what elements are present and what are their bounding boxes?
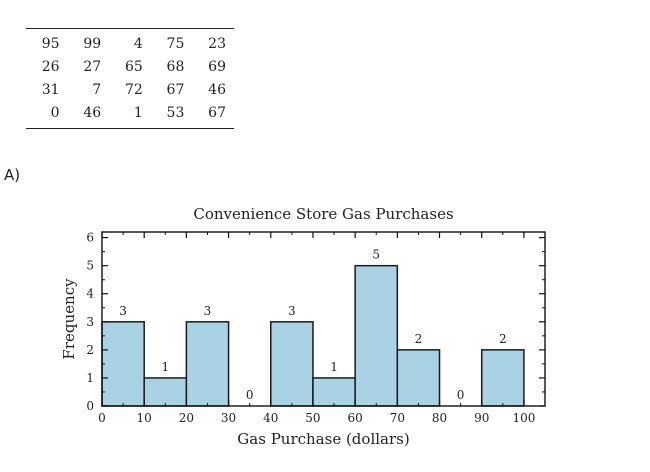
y-tick-label: 2 <box>86 343 94 357</box>
table-row: 26 27 65 68 69 <box>26 55 234 78</box>
bar-count-label: 3 <box>288 304 296 318</box>
histogram-bar <box>480 349 525 407</box>
bar-count-label: 1 <box>330 360 338 374</box>
table-cell: 46 <box>83 104 102 121</box>
x-tick-label: 100 <box>512 411 535 425</box>
x-tick-label: 70 <box>390 411 405 425</box>
table-cell: 26 <box>41 58 60 75</box>
histogram-bar <box>312 377 356 407</box>
histogram-bar <box>143 377 188 407</box>
table-cell: 67 <box>208 104 226 121</box>
bar-count-label: 5 <box>372 248 380 262</box>
bar-count-label: 0 <box>457 388 465 402</box>
bar-count-label: 2 <box>415 332 423 346</box>
bar-count-label: 0 <box>246 388 254 402</box>
y-tick-label: 4 <box>86 287 94 301</box>
table-body: 95 99 4 75 23 26 27 65 68 69 31 7 72 67 46 0 46 1 53 67 <box>26 32 234 124</box>
x-tick-label: 40 <box>263 411 278 425</box>
table-cell: 72 <box>124 81 143 98</box>
chart-title: Convenience Store Gas Purchases <box>193 205 453 223</box>
table-cell: 68 <box>166 58 185 75</box>
histogram-bar <box>354 264 399 407</box>
y-tick-label: 6 <box>86 231 94 245</box>
table-top-rule <box>26 28 234 29</box>
histogram-bar <box>101 321 145 407</box>
option-label: A) <box>4 166 21 184</box>
histogram-chart: Convenience Store Gas Purchases313031520… <box>60 205 546 448</box>
bar-count-label: 3 <box>119 304 127 318</box>
table-cell: 31 <box>41 81 60 98</box>
bar-count-label: 1 <box>161 360 169 374</box>
table-cell: 67 <box>166 81 185 98</box>
x-tick-label: 50 <box>305 411 320 425</box>
plot-frame <box>101 231 546 407</box>
histogram-bar <box>396 349 441 407</box>
data-table: 95 99 4 75 23 26 27 65 68 69 31 7 72 67 46 0 46 1 53 67 <box>26 28 234 129</box>
table-cell: 23 <box>208 35 226 52</box>
table-cell: 65 <box>124 58 143 75</box>
table-cell: 7 <box>92 81 102 98</box>
table-cell: 75 <box>166 35 185 52</box>
x-tick-label: 10 <box>137 411 152 425</box>
table-cell: 0 <box>50 104 60 121</box>
y-tick-label: 3 <box>86 315 94 329</box>
table-bottom-rule <box>26 128 234 129</box>
bar-count-label: 2 <box>499 332 507 346</box>
x-tick-label: 60 <box>348 411 363 425</box>
x-tick-label: 0 <box>98 411 106 425</box>
bar-count-label: 3 <box>204 304 212 318</box>
y-tick-label: 1 <box>86 371 94 385</box>
table-row: 31 7 72 67 46 <box>26 78 234 101</box>
x-tick-label: 90 <box>474 411 489 425</box>
y-axis-label: Frequency <box>60 278 78 360</box>
x-tick-label: 80 <box>432 411 447 425</box>
table-row: 0 46 1 53 67 <box>26 101 234 124</box>
table-cell: 53 <box>166 104 185 121</box>
y-tick-label: 5 <box>86 259 94 273</box>
histogram-bar <box>270 321 314 407</box>
table-cell: 99 <box>83 35 102 52</box>
table-cell: 46 <box>208 81 226 98</box>
y-tick-label: 0 <box>86 399 94 413</box>
x-tick-label: 30 <box>221 411 236 425</box>
x-axis-label: Gas Purchase (dollars) <box>237 430 409 448</box>
x-tick-label: 20 <box>179 411 194 425</box>
table-cell: 95 <box>41 35 60 52</box>
table-cell: 69 <box>208 58 226 75</box>
table-cell: 1 <box>133 104 143 121</box>
table-row: 95 99 4 75 23 <box>26 32 234 55</box>
histogram-bar <box>185 321 230 407</box>
table-cell: 4 <box>133 35 143 52</box>
table-cell: 27 <box>83 58 102 75</box>
